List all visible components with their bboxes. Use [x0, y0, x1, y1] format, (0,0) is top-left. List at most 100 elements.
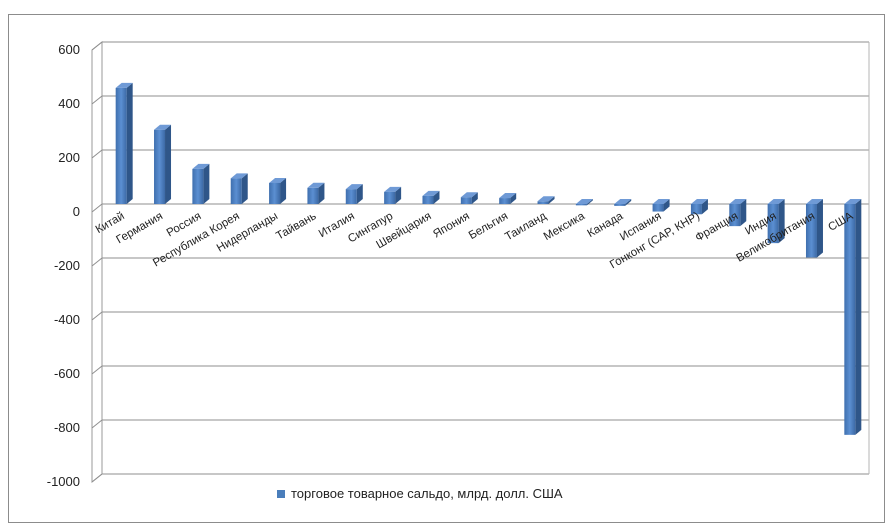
bar-side [241, 173, 248, 204]
bar-front [537, 201, 549, 204]
y-tick-label: -400 [54, 312, 80, 327]
cropped-caption-strip [0, 0, 893, 8]
bar [690, 199, 708, 215]
bar-front [345, 189, 357, 204]
bar-top [345, 184, 363, 190]
bar-side [740, 199, 747, 227]
bar-top [422, 190, 440, 196]
legend-swatch [277, 490, 285, 498]
bar [269, 177, 287, 204]
bar-side [548, 196, 555, 204]
bar-side [356, 184, 363, 204]
bar-side [318, 182, 325, 204]
legend-label: торговое товарное сальдо, млрд. долл. СШ… [291, 486, 563, 501]
bar [422, 190, 440, 204]
y-tick-label: -800 [54, 420, 80, 435]
bar [537, 196, 555, 204]
bar [307, 182, 325, 204]
bar-side [701, 199, 708, 215]
bar-front [729, 204, 741, 227]
bar-side [625, 199, 632, 206]
bar-top [652, 199, 670, 204]
bar-top [805, 199, 823, 204]
bar-front [460, 197, 472, 204]
gridline [91, 257, 869, 267]
bar-top [767, 199, 785, 204]
x-tick-label: Таиланд [503, 210, 549, 243]
bar-top [384, 186, 402, 192]
gridline [91, 95, 869, 105]
bar-front [269, 182, 281, 204]
bar-top [307, 182, 325, 188]
y-tick-label: -200 [54, 258, 80, 273]
bar-side [778, 199, 785, 244]
bar-front [767, 204, 779, 244]
bar [652, 199, 670, 212]
bar-side [433, 190, 440, 204]
y-tick-label: 600 [58, 42, 80, 57]
bar-top [614, 199, 632, 204]
legend: торговое товарное сальдо, млрд. долл. СШ… [277, 486, 563, 501]
bar [575, 199, 593, 206]
y-tick-label: -1000 [47, 474, 80, 489]
bar-top [690, 199, 708, 204]
bar-front [307, 187, 319, 204]
chart-frame: 600 400 200 0 -200 -400 -600 -800 -1000 Китай Гер… [8, 14, 885, 523]
x-tick-label: Франция [693, 210, 740, 244]
gridline [91, 473, 869, 483]
gridline [91, 149, 869, 159]
bar-side [126, 82, 133, 204]
bar-side [395, 186, 402, 204]
bar-front [192, 168, 204, 204]
bar [345, 184, 363, 204]
bar-top [575, 199, 593, 204]
bar-side [203, 163, 210, 204]
bar-top [537, 196, 555, 202]
y-tick-label: 400 [58, 96, 80, 111]
bar-side [586, 199, 593, 206]
bar [460, 192, 478, 204]
bar-top [844, 199, 862, 204]
y-tick-label: 200 [58, 150, 80, 165]
bar-side [471, 192, 478, 204]
bar-top [460, 192, 478, 198]
bar-front [154, 129, 166, 204]
bar-top [192, 163, 210, 169]
bar [384, 186, 402, 204]
bar [614, 199, 632, 206]
bar [767, 199, 785, 244]
gridline [91, 41, 869, 51]
gridline [91, 203, 869, 213]
bar [192, 163, 210, 204]
x-tick-label: Тайвань [274, 210, 318, 242]
bar-front [115, 87, 127, 204]
gridline [91, 365, 869, 375]
y-axis-ticks: 600 400 200 0 -200 -400 -600 -800 -1000 [47, 42, 80, 489]
bar-top [115, 82, 133, 88]
bar-side [663, 199, 670, 212]
gridline [91, 419, 869, 429]
bar [230, 173, 248, 204]
bar-side [165, 124, 172, 204]
bar-front [652, 204, 664, 212]
bar-front [844, 204, 856, 435]
bar [805, 199, 823, 258]
bar-side [855, 199, 862, 435]
bar [729, 199, 747, 227]
bar [115, 82, 133, 204]
bar-front [614, 204, 626, 206]
bar-front [575, 204, 587, 206]
bar-top [499, 193, 517, 199]
bar-front [230, 178, 242, 204]
x-tick-label: Япония [431, 210, 472, 240]
bar [844, 199, 862, 435]
bar-top [729, 199, 747, 204]
gridlines [91, 40, 870, 484]
y-tick-label: -600 [54, 366, 80, 381]
bar-top [269, 177, 287, 183]
bar-front [422, 195, 434, 204]
bar [499, 193, 517, 204]
bar-top [230, 173, 248, 179]
bar-front [499, 198, 511, 204]
